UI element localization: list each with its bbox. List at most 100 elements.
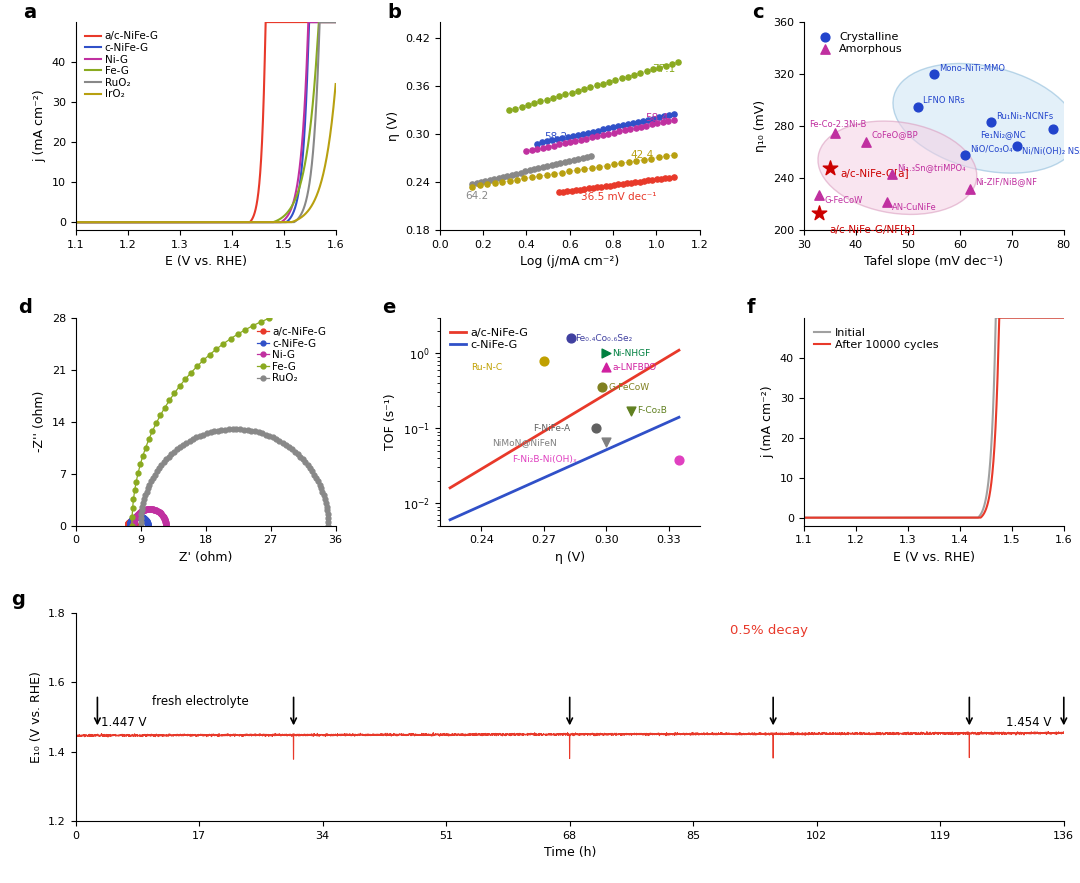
Point: [1009, 139, 1026, 153]
After 10000 cycles: [917, 512, 930, 523]
Text: 42.4: 42.4: [631, 150, 653, 160]
RuO₂: [313, 17, 326, 27]
Text: 1.454 V: 1.454 V: [1005, 716, 1051, 728]
Point: [486, 176, 503, 190]
Ni-G: [322, 17, 335, 27]
Initial: [810, 512, 823, 523]
Point: [657, 59, 674, 73]
a/c-NiFe-G: [322, 17, 335, 27]
Point: [509, 172, 526, 186]
IrO₂: [322, 145, 335, 155]
Point: [658, 149, 675, 163]
Point: [593, 180, 610, 194]
X-axis label: Z' (ohm): Z' (ohm): [179, 551, 232, 564]
Point: [576, 82, 593, 96]
Point: [878, 194, 895, 208]
Point: [622, 176, 639, 190]
Point: [649, 117, 666, 131]
Point: [638, 118, 656, 132]
Point: [535, 160, 552, 174]
Line: Fe-G: Fe-G: [130, 316, 271, 528]
Fe-G: [322, 17, 335, 27]
Legend: a/c-NiFe-G, c-NiFe-G: a/c-NiFe-G, c-NiFe-G: [445, 323, 534, 354]
Ni-G: [149, 505, 162, 516]
Point: [826, 125, 843, 140]
Point: [490, 170, 508, 185]
a/c-NiFe-G: [673, 345, 686, 356]
Point: [657, 171, 674, 185]
a/c-NiFe-G: [126, 517, 139, 527]
Point: [665, 170, 683, 184]
Y-axis label: j (mA cm⁻²): j (mA cm⁻²): [761, 385, 774, 458]
c-NiFe-G: [82, 217, 95, 228]
Point: [624, 116, 642, 130]
X-axis label: Time (h): Time (h): [543, 847, 596, 859]
Y-axis label: η (V): η (V): [387, 111, 400, 141]
Point: [811, 188, 828, 202]
Fe-G: [129, 485, 141, 495]
Text: G-FeCoW: G-FeCoW: [824, 196, 863, 206]
a/c-NiFe-G: [195, 217, 208, 228]
Point: [635, 174, 652, 188]
Point: [495, 170, 512, 184]
Text: 58.2: 58.2: [543, 132, 567, 142]
Point: [523, 170, 540, 185]
X-axis label: Tafel slope (mV dec⁻¹): Tafel slope (mV dec⁻¹): [864, 255, 1003, 268]
Fe-G: [134, 459, 147, 470]
c-NiFe-G: [504, 487, 517, 498]
Point: [523, 143, 540, 157]
Point: [599, 121, 617, 135]
Point: [616, 124, 633, 138]
Ni-G: [274, 217, 287, 228]
Point: [544, 91, 562, 105]
Point: [593, 381, 610, 395]
Fe-G: [312, 17, 325, 27]
Point: [549, 132, 566, 147]
a/c-NiFe-G: [458, 474, 471, 485]
Point: [556, 136, 573, 150]
Point: [521, 163, 538, 177]
Point: [554, 185, 571, 199]
Text: 36.5 mV dec⁻¹: 36.5 mV dec⁻¹: [581, 192, 656, 201]
Point: [583, 148, 600, 162]
Point: [597, 435, 615, 449]
Text: NiO/Co₃O₄: NiO/Co₃O₄: [970, 145, 1013, 154]
Point: [503, 168, 521, 182]
Point: [632, 120, 649, 134]
Point: [565, 153, 582, 167]
a/c-NiFe-G: [121, 520, 134, 531]
Point: [538, 93, 555, 107]
Point: [543, 158, 561, 172]
Point: [582, 80, 599, 94]
c-NiFe-G: [131, 511, 144, 522]
After 10000 cycles: [923, 512, 936, 523]
IrO₂: [322, 144, 335, 155]
Fe-G: [125, 511, 138, 522]
Point: [471, 178, 488, 192]
Fe-G: [329, 17, 342, 27]
Point: [594, 77, 611, 91]
Line: Ni-G: Ni-G: [131, 507, 168, 528]
IrO₂: [189, 217, 202, 228]
c-NiFe-G: [132, 511, 145, 522]
Text: a: a: [24, 3, 37, 22]
Initial: [923, 512, 936, 523]
Point: [468, 176, 485, 190]
Point: [576, 182, 593, 196]
a/c-NiFe-G: [69, 217, 82, 228]
Text: F-Co₂B: F-Co₂B: [637, 406, 667, 416]
Point: [605, 125, 622, 140]
Text: F-Ni₂B-Ni(OH)ₓ: F-Ni₂B-Ni(OH)ₓ: [513, 455, 578, 464]
a/c-NiFe-G: [126, 517, 139, 528]
Point: [654, 109, 672, 124]
Line: IrO₂: IrO₂: [76, 84, 336, 223]
Point: [639, 173, 657, 187]
Point: [556, 87, 573, 102]
c-NiFe-G: [453, 510, 465, 521]
Ni-G: [195, 217, 208, 228]
Point: [909, 100, 927, 114]
Fe-G: [231, 328, 244, 339]
Fe-G: [197, 355, 210, 366]
Point: [576, 162, 593, 177]
Text: Ni-ZIF/NiB@NF: Ni-ZIF/NiB@NF: [975, 177, 1038, 186]
